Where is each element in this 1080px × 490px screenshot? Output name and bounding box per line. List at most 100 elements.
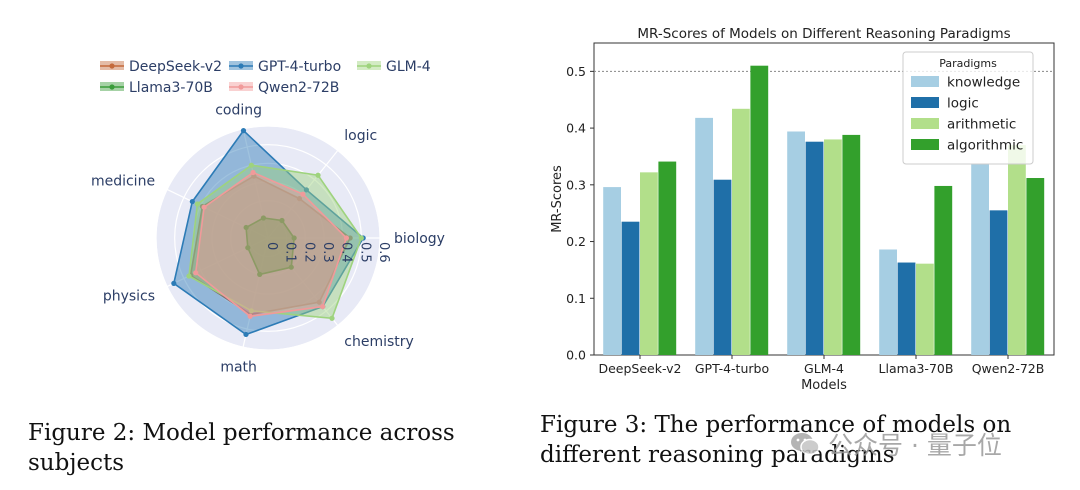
radar-point-qwen2-72b-physics <box>193 270 199 276</box>
bar-llama3-70b-arithmetic <box>916 263 934 355</box>
radar-legend-label-glm-4: GLM-4 <box>386 59 431 75</box>
radar-point-gpt-4-turbo-coding <box>240 128 247 134</box>
radar-point-llama3-70b-logic <box>279 217 285 224</box>
bar-x-tick-label-qwen2-72b: Qwen2-72B <box>972 361 1045 376</box>
bar-legend-swatch-knowledge <box>911 76 939 87</box>
radar-spoke <box>166 237 269 288</box>
radar-point-llama3-70b-chemistry <box>288 264 294 270</box>
radar-tick-label: 0.2 <box>301 242 316 263</box>
radar-tick-label: 0.4 <box>339 242 354 263</box>
radar-point-llama3-70b-physics <box>245 245 251 251</box>
radar-point-glm-4-biology <box>358 235 364 241</box>
radar-legend-label-qwen2-72b: Qwen2-72B <box>258 80 339 96</box>
bar-y-tick-label: 0.5 <box>566 64 586 79</box>
bar-glm-4-algorithmic <box>842 134 861 355</box>
radar-point-llama3-70b-biology <box>291 235 297 241</box>
radar-axis-label-physics: physics <box>103 288 155 304</box>
bar-legend-label-logic: logic <box>947 96 979 112</box>
radar-point-glm-4-logic <box>315 172 321 178</box>
bar-gpt-4-turbo-algorithmic <box>750 65 769 355</box>
radar-series-glm-4 <box>188 164 363 320</box>
radar-point-qwen2-72b-biology <box>343 235 349 241</box>
bar-qwen2-72b-algorithmic <box>1026 178 1045 355</box>
radar-legend-label-deepseek-v2: DeepSeek-v2 <box>129 59 222 75</box>
bar-y-tick-label: 0.0 <box>566 348 586 363</box>
radar-axis-label-coding: coding <box>215 102 262 118</box>
radar-legend-marker-glm-4 <box>366 63 372 69</box>
bar-deepseek-v2-knowledge <box>603 187 621 355</box>
radar-tick-label: 0.1 <box>283 242 298 263</box>
radar-point-gpt-4-turbo-logic <box>303 187 310 193</box>
radar-chart: biology logic coding medicine physics math che… <box>91 59 445 376</box>
bar-y-tick-label: 0.2 <box>566 234 586 249</box>
radar-axis-label-chemistry: chemistry <box>344 334 414 350</box>
bar-chart: MR-Scores of Models on Different Reasoni… <box>550 26 1055 393</box>
radar-point-glm-4-medicine <box>194 201 200 207</box>
radar-tick-label: 0.5 <box>357 242 372 263</box>
radar-legend-marker-gpt-4-turbo <box>238 63 244 69</box>
bar-qwen2-72b-arithmetic <box>1008 145 1026 355</box>
bar-qwen2-72b-logic <box>989 210 1008 355</box>
radar-point-deepseek-v2-biology <box>347 235 353 241</box>
bar-x-tick-label-gpt-4-turbo: GPT-4-turbo <box>695 361 769 376</box>
radar-point-gpt-4-turbo-medicine <box>189 198 195 205</box>
radar-legend-marker-qwen2-72b <box>238 84 244 90</box>
bar-llama3-70b-logic <box>897 262 916 355</box>
bar-legend-label-knowledge: knowledge <box>947 75 1020 91</box>
radar-tick-label: 0.6 <box>376 242 391 263</box>
radar-point-glm-4-coding <box>248 162 254 168</box>
radar-point-llama3-70b-coding <box>260 215 267 221</box>
radar-point-deepseek-v2-chemistry <box>316 299 322 305</box>
bar-llama3-70b-knowledge <box>879 249 897 355</box>
wechat-icon <box>791 433 820 456</box>
radar-spoke <box>242 237 269 348</box>
bar-y-tick-label: 0.1 <box>566 291 586 306</box>
radar-legend-marker-deepseek-v2 <box>109 63 115 69</box>
radar-legend-label-llama3-70b: Llama3-70B <box>129 80 213 96</box>
bar-x-axis-label: Models <box>801 378 847 393</box>
radar-tick-label: 0 <box>264 242 279 250</box>
radar-spoke <box>267 237 339 326</box>
radar-axis-label-math: math <box>220 360 257 376</box>
radar-series-llama3-70b <box>245 217 295 276</box>
bar-legend-label-arithmetic: arithmetic <box>947 117 1016 133</box>
radar-point-qwen2-72b-logic <box>300 191 306 197</box>
radar-series-gpt-4-turbo <box>172 129 365 336</box>
radar-point-llama3-70b-medicine <box>243 224 249 231</box>
bar-glm-4-knowledge <box>787 131 805 355</box>
bar-deepseek-v2-algorithmic <box>658 161 677 355</box>
radar-axis-label-logic: logic <box>344 128 377 144</box>
radar-axis-label-medicine: medicine <box>91 174 155 190</box>
radar-point-deepseek-v2-logic <box>296 195 303 202</box>
figure-3-caption: Figure 3: The performance of models on d… <box>540 412 1012 468</box>
radar-legend-marker-llama3-70b <box>109 84 115 90</box>
radar-point-qwen2-72b-chemistry <box>320 303 326 310</box>
bar-legend-swatch-algorithmic <box>911 139 939 150</box>
bar-legend-swatch-arithmetic <box>911 118 939 129</box>
bar-gpt-4-turbo-logic <box>713 179 732 355</box>
bar-qwen2-72b-knowledge <box>971 164 989 355</box>
bar-legend-swatch-logic <box>911 97 939 108</box>
watermark-text: 公众号 · 量子位 <box>828 431 1002 460</box>
radar-axis-label-biology: biology <box>394 231 445 247</box>
radar-spoke <box>166 188 269 239</box>
bar-gpt-4-turbo-arithmetic <box>732 108 750 355</box>
bar-y-tick-label: 0.3 <box>566 177 586 192</box>
bar-gpt-4-turbo-knowledge <box>695 117 713 355</box>
bar-deepseek-v2-arithmetic <box>640 172 658 355</box>
bar-x-tick-label-deepseek-v2: DeepSeek-v2 <box>598 361 681 376</box>
bar-llama3-70b-algorithmic <box>934 185 953 355</box>
radar-series-qwen2-72b <box>194 171 348 318</box>
radar-point-qwen2-72b-coding <box>250 169 256 176</box>
bar-legend-label-algorithmic: algorithmic <box>947 138 1023 154</box>
bar-x-tick-label-llama3-70b: Llama3-70B <box>879 361 954 376</box>
radar-point-glm-4-physics <box>186 273 192 279</box>
radar-legend-label-gpt-4-turbo: GPT-4-turbo <box>258 59 341 75</box>
bar-legend-title: Paradigms <box>939 57 997 70</box>
bar-glm-4-arithmetic <box>824 139 842 355</box>
bar-y-axis-label: MR-Scores <box>550 165 565 233</box>
radar-point-llama3-70b-math <box>257 271 263 277</box>
figure-2-caption: Figure 2: Model performance across subje… <box>28 420 455 476</box>
radar-point-gpt-4-turbo-math <box>243 331 249 338</box>
radar-point-gpt-4-turbo-physics <box>171 280 177 286</box>
